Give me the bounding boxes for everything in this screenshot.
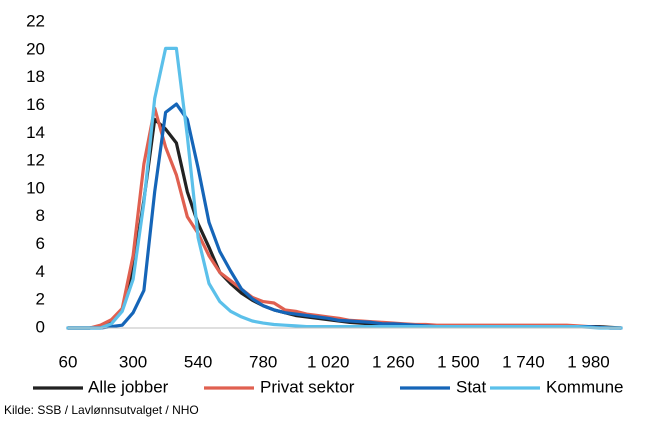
y-tick-label: 4 [36,262,45,281]
x-tick-label: 60 [59,352,78,371]
source-note: Kilde: SSB / Lavlønnsutvalget / NHO [4,403,199,417]
legend-label-privat-sektor: Privat sektor [260,377,355,396]
series-lines [66,46,623,330]
y-tick-label: 2 [36,290,45,309]
y-tick-label: 20 [26,39,45,58]
y-tick-label: 6 [36,234,45,253]
y-tick-label: 8 [36,206,45,225]
legend-label-alle-jobber: Alle jobber [88,377,169,396]
y-axis-ticks: 0 2 4 6 8 10 12 14 16 18 20 22 [26,11,45,336]
y-tick-label: 16 [26,95,45,114]
y-tick-label: 22 [26,11,45,30]
legend: Alle jobber Privat sektor Stat Kommune [33,377,623,396]
legend-label-kommune: Kommune [546,377,623,396]
y-tick-label: 18 [26,67,45,86]
x-tick-label: 540 [184,352,212,371]
y-tick-label: 12 [26,151,45,170]
x-tick-label: 780 [249,352,277,371]
x-axis-ticks: 60 300 540 780 1 020 1 260 1 500 1 740 1 980 [59,352,610,371]
x-tick-label: 1 500 [437,352,480,371]
x-tick-label: 300 [119,352,147,371]
x-tick-label: 1 740 [502,352,545,371]
y-tick-label: 10 [26,178,45,197]
y-tick-label: 14 [26,123,45,142]
legend-label-stat: Stat [456,377,487,396]
series-line-kommune [66,46,623,330]
x-tick-label: 1 020 [307,352,350,371]
y-tick-label: 0 [36,317,45,336]
x-tick-label: 1 260 [372,352,415,371]
x-tick-label: 1 980 [567,352,610,371]
